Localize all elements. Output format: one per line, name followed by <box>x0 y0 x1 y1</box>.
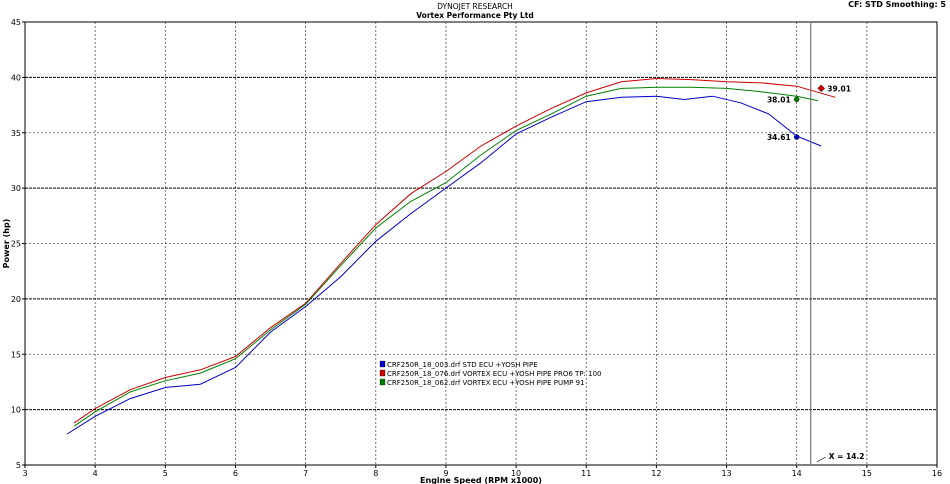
marker-layer: 34.61 38.01 39.01 <box>767 84 851 142</box>
x-tick-label: 11 <box>581 469 591 478</box>
end-marker-2 <box>817 84 826 93</box>
y-tick-label: 40 <box>11 73 21 82</box>
series-line-2 <box>73 86 818 427</box>
y-axis-label: Power (hp) <box>2 219 11 269</box>
series-line-1 <box>73 77 836 424</box>
y-tick-label: 45 <box>11 18 21 27</box>
legend-swatch-0 <box>379 360 386 368</box>
legend-swatch-2 <box>379 378 386 386</box>
y-tick-label: 5 <box>16 461 21 470</box>
value-label-1: 38.01 <box>767 95 791 104</box>
y-tick-label: 35 <box>11 129 21 138</box>
x-tick-label: 15 <box>862 469 872 478</box>
x-tick-label: 5 <box>163 469 168 478</box>
cursor-layer: X = 14.2 <box>810 22 865 465</box>
y-tick-label: 20 <box>11 295 21 304</box>
x-tick-label: 4 <box>93 469 98 478</box>
chart-header-title: DYNOJET RESEARCH <box>437 2 513 11</box>
cursor-label: X = 14.2 <box>829 452 865 461</box>
chart-header-company: Vortex Performance Pty Ltd <box>416 11 534 20</box>
y-tick-label: 25 <box>11 240 21 249</box>
y-tick-label: 10 <box>11 406 21 415</box>
x-tick-label: 13 <box>721 469 731 478</box>
value-label-0: 34.61 <box>767 133 791 142</box>
correction-factor-info: CF: STD Smoothing: 5 <box>848 0 946 9</box>
x-tick-label: 8 <box>373 469 378 478</box>
legend-swatch-1 <box>379 369 386 377</box>
legend: CRF250R_18_003.drf STD ECU +YOSH PIPECRF… <box>379 360 601 387</box>
x-tick-label: 7 <box>303 469 308 478</box>
x-tick-label: 10 <box>511 469 521 478</box>
x-tick-label: 9 <box>443 469 448 478</box>
legend-entry-0: CRF250R_18_003.drf STD ECU +YOSH PIPE <box>387 361 538 369</box>
end-marker-0 <box>793 134 800 140</box>
value-label-2: 39.01 <box>827 84 851 93</box>
grid-layer <box>25 22 937 465</box>
x-tick-label: 3 <box>22 469 27 478</box>
legend-entry-1: CRF250R_18_076.drf VORTEX ECU +YOSH PIPE… <box>387 370 601 378</box>
x-axis-label: Engine Speed (RPM x1000) <box>420 476 542 484</box>
x-tick-label: 6 <box>233 469 238 478</box>
end-marker-1 <box>793 96 800 103</box>
series-line-0 <box>66 95 822 435</box>
x-tick-label: 12 <box>651 469 661 478</box>
x-tick-label: 14 <box>792 469 802 478</box>
y-tick-label: 30 <box>11 184 21 193</box>
series-layer <box>66 77 836 435</box>
x-tick-label: 16 <box>932 469 942 478</box>
y-tick-label: 15 <box>11 350 21 359</box>
cursor-pointer <box>816 456 826 463</box>
legend-entry-2: CRF250R_18_062.drf VORTEX ECU +YOSH PIPE… <box>387 379 585 387</box>
